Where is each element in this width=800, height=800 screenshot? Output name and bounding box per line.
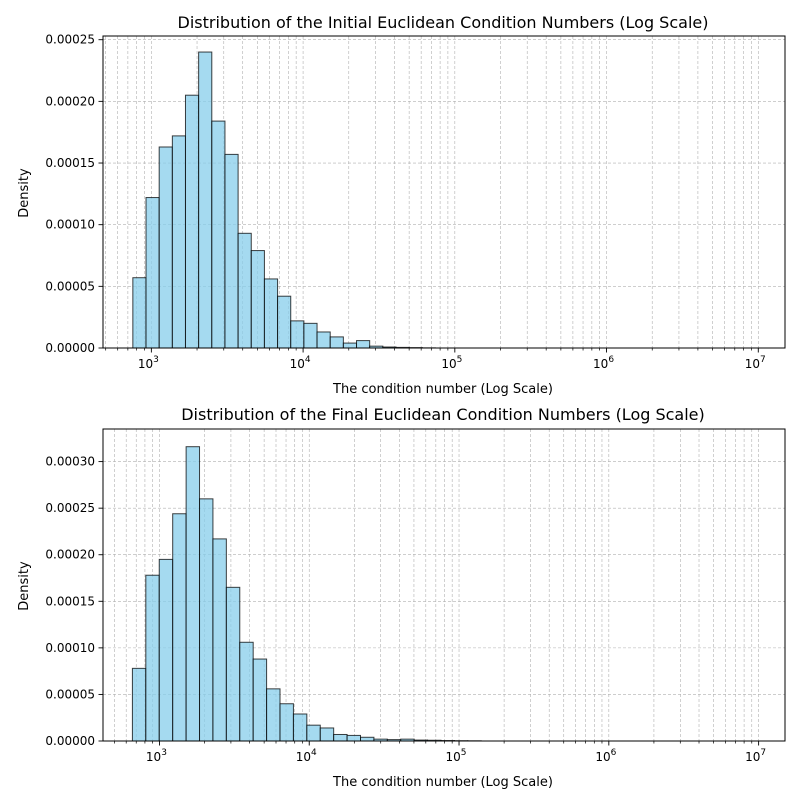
x-tick-label: 105 xyxy=(441,355,462,371)
histogram-bar xyxy=(145,574,160,742)
histogram-bar xyxy=(303,322,318,349)
histogram-bar xyxy=(263,278,279,349)
histogram-bar xyxy=(184,94,200,349)
x-tick-label: 105 xyxy=(446,748,467,764)
y-tick-label: 0.00025 xyxy=(45,33,95,47)
histogram-bar xyxy=(266,688,281,742)
x-tick-label: 103 xyxy=(138,355,159,371)
x-tick-label: 106 xyxy=(593,355,614,371)
x-tick-label: 104 xyxy=(296,748,317,764)
histogram-bar xyxy=(239,641,254,742)
histogram-bar xyxy=(319,727,335,742)
histogram-bar xyxy=(158,146,173,349)
y-tick-label: 0.00015 xyxy=(45,594,95,608)
histogram-bar xyxy=(225,586,241,742)
subplot-final: Distribution of the Final Euclidean Cond… xyxy=(17,405,786,790)
histogram-bar xyxy=(158,558,174,742)
y-tick-label: 0.00005 xyxy=(45,687,95,701)
histogram-bar xyxy=(171,135,186,349)
y-tick-label: 0.00020 xyxy=(45,548,95,562)
x-axis-label: The condition number (Log Scale) xyxy=(332,775,553,790)
histogram-bar xyxy=(346,734,362,742)
histogram-bar xyxy=(333,733,348,742)
x-axis-label: The condition number (Log Scale) xyxy=(332,382,553,397)
y-axis-label: Density xyxy=(17,168,32,218)
x-tick-label: 107 xyxy=(745,748,766,764)
x-tick-label: 106 xyxy=(595,748,616,764)
histogram-bar xyxy=(198,51,213,349)
y-axis-label: Density xyxy=(17,561,32,611)
y-tick-label: 0.00010 xyxy=(45,218,95,232)
histogram-bar xyxy=(224,153,239,349)
x-tick-label: 104 xyxy=(290,355,311,371)
histogram-bar xyxy=(132,277,147,349)
histogram-bar xyxy=(279,703,294,742)
histogram-bar xyxy=(360,736,375,742)
chart-title: Distribution of the Initial Euclidean Co… xyxy=(178,13,709,32)
histogram-bar xyxy=(131,667,147,742)
histogram-bar xyxy=(199,498,214,742)
histogram-bar xyxy=(145,197,160,349)
histogram-bar xyxy=(329,336,344,349)
histogram-bar xyxy=(250,250,265,349)
x-tick-label: 107 xyxy=(745,355,766,371)
y-tick-label: 0.00030 xyxy=(45,455,95,469)
chart-title: Distribution of the Final Euclidean Cond… xyxy=(181,405,705,424)
histogram-bar xyxy=(277,295,292,349)
histogram-bar xyxy=(212,538,227,742)
y-tick-label: 0.00010 xyxy=(45,641,95,655)
plot-area: 103 104 105 106 107 0.00000 0.00005 0.00010 0.00… xyxy=(45,428,786,764)
histogram-bar xyxy=(316,331,331,349)
subplot-initial: Distribution of the Initial Euclidean Co… xyxy=(17,13,786,397)
y-tick-label: 0.00025 xyxy=(45,501,95,515)
histogram-bar xyxy=(172,513,187,742)
axes-frame xyxy=(102,428,786,742)
plot-area: 103 104 105 106 107 0.00000 0.00005 0.00010 0.00… xyxy=(45,33,786,371)
histogram-bar xyxy=(290,320,305,349)
histogram-bar xyxy=(342,342,358,349)
y-tick-label: 0.00020 xyxy=(45,94,95,108)
x-tick-label: 103 xyxy=(146,748,167,764)
histogram-bar xyxy=(211,120,226,349)
histogram-bar xyxy=(356,340,371,349)
axes-frame xyxy=(102,35,786,349)
histogram-bar xyxy=(306,724,321,742)
histogram-bar xyxy=(237,232,252,349)
histogram-bar xyxy=(252,658,268,742)
y-tick-label: 0.00000 xyxy=(45,734,95,748)
y-tick-label: 0.00015 xyxy=(45,156,95,170)
histogram-bar xyxy=(185,446,201,742)
histogram-bar xyxy=(292,713,308,742)
y-tick-label: 0.00005 xyxy=(45,279,95,293)
y-tick-label: 0.00000 xyxy=(45,341,95,355)
